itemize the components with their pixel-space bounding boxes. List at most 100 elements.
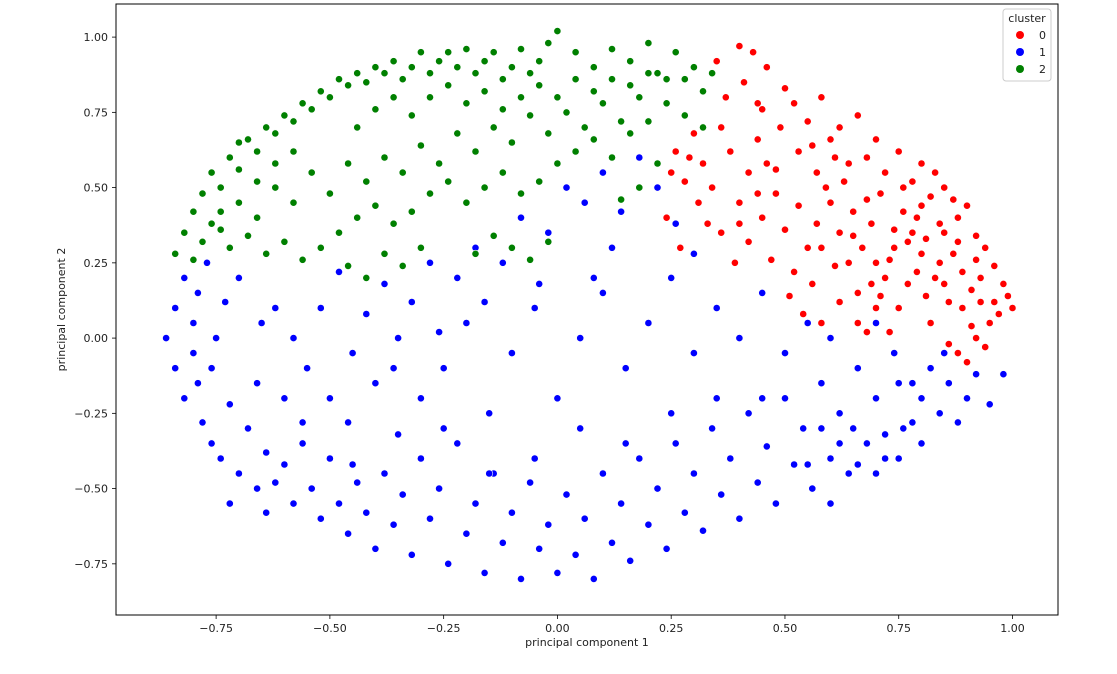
data-point — [944, 298, 953, 306]
data-point — [599, 168, 607, 177]
data-point — [426, 93, 434, 102]
data-point — [954, 237, 962, 246]
data-point — [589, 87, 598, 96]
data-point — [917, 439, 926, 448]
data-point — [544, 237, 553, 246]
data-point — [972, 370, 980, 379]
data-point — [626, 556, 635, 565]
data-point — [608, 75, 616, 84]
data-point — [303, 364, 311, 373]
data-point — [416, 141, 425, 150]
data-point — [526, 255, 534, 264]
y-tick-label: 0.00 — [84, 332, 109, 345]
data-point — [253, 147, 261, 156]
data-point — [808, 484, 817, 493]
data-point — [867, 219, 876, 228]
data-point — [498, 105, 507, 114]
data-point — [162, 334, 170, 342]
data-point — [507, 349, 516, 357]
data-point — [671, 219, 680, 228]
data-point — [744, 409, 753, 418]
data-point — [244, 135, 252, 144]
data-point — [398, 168, 407, 177]
data-point — [489, 123, 498, 132]
data-point — [207, 439, 216, 448]
data-point — [917, 201, 926, 210]
data-point — [371, 201, 380, 210]
data-point — [180, 394, 189, 403]
data-point — [844, 159, 853, 168]
data-point — [257, 319, 266, 327]
x-axis-ticks: −0.75 −0.50 −0.25 0.00 0.25 0.50 0.75 1.00 — [199, 615, 1025, 635]
data-point — [853, 111, 862, 120]
data-point — [890, 349, 899, 357]
data-point — [535, 81, 544, 90]
data-point — [621, 364, 630, 373]
data-point — [507, 138, 516, 147]
data-point — [940, 228, 949, 237]
data-point — [849, 424, 858, 433]
data-point — [863, 195, 871, 204]
data-point — [562, 490, 571, 499]
data-point — [517, 189, 525, 198]
data-point — [344, 261, 352, 270]
data-point — [471, 69, 480, 78]
data-point — [667, 168, 676, 177]
data-point — [767, 255, 776, 264]
data-point — [353, 123, 362, 132]
data-point — [908, 177, 917, 186]
data-point — [389, 93, 398, 102]
data-point — [863, 153, 871, 162]
data-point — [690, 249, 698, 258]
data-point — [626, 129, 635, 138]
data-point — [253, 379, 261, 388]
data-point — [280, 394, 289, 403]
data-point — [225, 153, 234, 162]
data-point — [667, 409, 676, 418]
data-point — [380, 249, 389, 258]
data-point — [881, 168, 889, 177]
data-point — [380, 279, 389, 288]
data-point — [872, 469, 880, 478]
data-point — [298, 439, 307, 448]
data-point — [180, 273, 189, 282]
data-point — [498, 75, 507, 84]
data-point — [635, 153, 644, 162]
data-point — [790, 99, 798, 108]
x-tick-label: −0.75 — [199, 622, 233, 635]
data-point — [553, 159, 562, 168]
data-point — [362, 310, 371, 318]
data-point — [353, 478, 362, 487]
data-point — [785, 292, 794, 300]
data-point — [526, 69, 534, 78]
data-point — [712, 394, 721, 403]
data-point — [899, 207, 908, 216]
data-point — [262, 448, 271, 457]
data-point — [198, 189, 207, 198]
data-point — [926, 319, 935, 327]
data-point — [571, 48, 580, 57]
data-point — [189, 207, 198, 216]
data-point — [216, 183, 225, 192]
data-point — [799, 310, 808, 318]
data-point — [717, 228, 726, 237]
data-point — [922, 292, 930, 300]
data-point — [954, 418, 962, 427]
data-point — [772, 165, 780, 174]
data-point — [289, 147, 298, 156]
data-point — [985, 319, 994, 327]
data-point — [908, 228, 917, 237]
data-point — [676, 243, 685, 252]
data-point — [298, 99, 307, 108]
data-point — [335, 228, 343, 237]
data-point — [626, 57, 635, 66]
data-point — [922, 234, 930, 243]
data-point — [680, 177, 689, 186]
data-point — [881, 430, 889, 439]
data-point — [271, 159, 280, 168]
data-point — [758, 288, 767, 297]
data-point — [712, 57, 721, 66]
data-point — [1008, 304, 1017, 312]
data-point — [881, 454, 889, 463]
data-point — [280, 111, 289, 120]
